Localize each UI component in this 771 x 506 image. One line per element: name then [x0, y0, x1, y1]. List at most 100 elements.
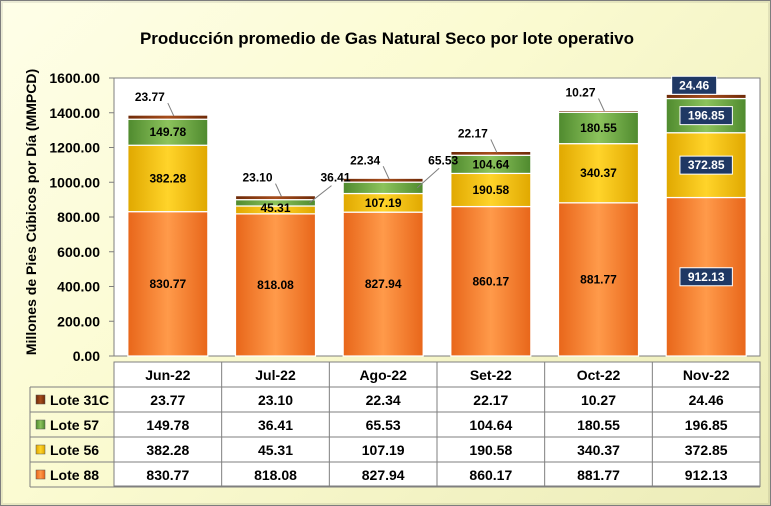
- plot-area: [113, 77, 761, 357]
- data-label: 22.34: [350, 153, 380, 167]
- leader-line: [416, 167, 440, 189]
- y-tick-label: 1400.00: [49, 105, 100, 121]
- category-label: Oct-22: [577, 367, 621, 383]
- data-label: 180.55: [580, 121, 617, 135]
- data-label: 104.64: [472, 157, 509, 171]
- table-cell: 24.46: [689, 392, 724, 408]
- category-label: Jun-22: [145, 367, 190, 383]
- data-label: 10.27: [565, 85, 595, 99]
- table-cell: 22.34: [366, 392, 401, 408]
- data-label: 340.37: [580, 166, 617, 180]
- table-cell: 104.64: [469, 417, 512, 433]
- data-table: Jun-22 Jul-22 Ago-22 Set-22 Oct-22 Nov-22 Lote…: [29, 361, 761, 488]
- data-label-box: [679, 155, 733, 175]
- bar-lote-31c-set-22: [450, 150, 532, 156]
- table-cell: 912.13: [685, 467, 728, 483]
- table-cell: 149.78: [146, 417, 189, 433]
- data-label: 65.53: [428, 153, 458, 167]
- y-tick-label: 0.00: [73, 348, 100, 364]
- table-cell: 65.53: [366, 417, 401, 433]
- y-axis-ticks: 0.00 200.00 400.00 600.00 800.00 1000.00 1200.…: [49, 70, 114, 364]
- data-label: 372.85: [688, 158, 725, 172]
- data-label: 45.31: [260, 201, 290, 215]
- y-tick-label: 1000.00: [49, 174, 100, 190]
- table-cell: 22.17: [473, 392, 508, 408]
- bar-lote-31c-jul-22: [234, 195, 317, 201]
- y-tick-label: 200.00: [57, 313, 100, 329]
- table-cell: 180.55: [577, 417, 620, 433]
- data-labels: 830.77382.28149.7823.77818.0845.3136.412…: [135, 75, 733, 292]
- data-label: 827.94: [365, 277, 402, 291]
- chart-title: Producción promedio de Gas Natural Seco …: [140, 29, 634, 48]
- leader-line: [490, 139, 498, 153]
- bar-lote-88-set-22: [450, 205, 532, 357]
- data-label: 881.77: [580, 272, 617, 286]
- data-label: 36.41: [320, 171, 350, 185]
- y-tick-label: 1200.00: [49, 140, 100, 156]
- table-cell: 382.28: [146, 442, 189, 458]
- leader-line: [309, 185, 332, 204]
- leader-line: [167, 102, 175, 117]
- legend-swatch: [35, 419, 46, 430]
- table-cell: 340.37: [577, 442, 620, 458]
- data-label: 382.28: [149, 171, 186, 185]
- legend-label: Lote 88: [50, 467, 99, 483]
- category-label: Nov-22: [683, 367, 730, 383]
- table-cell: 196.85: [685, 417, 728, 433]
- bar-lote-57-jun-22: [127, 118, 209, 146]
- legend-swatch: [35, 444, 46, 455]
- table-cell: 830.77: [146, 467, 189, 483]
- bar-lote-88-jul-22: [234, 213, 317, 357]
- data-label: 22.17: [458, 126, 488, 140]
- data-label-box: [671, 75, 718, 95]
- data-label: 860.17: [472, 274, 509, 288]
- category-label: Set-22: [470, 367, 512, 383]
- table-cell: 45.31: [258, 442, 293, 458]
- y-tick-label: 600.00: [57, 244, 100, 260]
- data-label: 196.85: [688, 109, 725, 123]
- y-tick-label: 1600.00: [49, 70, 100, 86]
- data-label: 818.08: [257, 278, 294, 292]
- legend-swatch: [35, 394, 46, 405]
- legend-label: Lote 57: [50, 417, 99, 433]
- y-tick-label: 800.00: [57, 209, 100, 225]
- table-cell: 36.41: [258, 417, 293, 433]
- category-label: Jul-22: [255, 367, 296, 383]
- table-cell: 23.10: [258, 392, 293, 408]
- table-cell: 372.85: [685, 442, 728, 458]
- table-cell: 860.17: [469, 467, 512, 483]
- table-cell: 827.94: [362, 467, 405, 483]
- category-label: Ago-22: [359, 367, 407, 383]
- data-label-box: [679, 267, 733, 287]
- bar-lote-31c-ago-22: [342, 177, 424, 183]
- table-cell: 881.77: [577, 467, 620, 483]
- data-label: 912.13: [688, 270, 725, 284]
- data-label: 24.46: [679, 78, 709, 92]
- bar-lote-88-ago-22: [342, 211, 424, 357]
- leader-lines: [167, 98, 605, 204]
- leader-line: [382, 166, 390, 180]
- data-label: 149.78: [149, 125, 186, 139]
- bar-lote-57-oct-22: [557, 111, 640, 145]
- bar-lote-88-jun-22: [127, 211, 209, 357]
- table-cell: 23.77: [150, 392, 185, 408]
- bar-lote-88-oct-22: [557, 202, 640, 357]
- table-cell: 10.27: [581, 392, 616, 408]
- bar-lote-31c-nov-22: [665, 93, 747, 100]
- data-label: 107.19: [365, 196, 402, 210]
- table-cell: 190.58: [469, 442, 512, 458]
- legend-swatch: [35, 469, 46, 480]
- data-label: 190.58: [472, 183, 509, 197]
- data-label-box: [679, 106, 733, 126]
- bar-lote-31c-oct-22: [557, 109, 640, 113]
- data-label: 23.77: [135, 90, 165, 104]
- table-cell: 818.08: [254, 467, 297, 483]
- table-cell: 107.19: [362, 442, 405, 458]
- bar-lote-57-ago-22: [342, 181, 424, 195]
- y-tick-label: 400.00: [57, 279, 100, 295]
- bar-lote-56-oct-22: [557, 143, 640, 204]
- data-label: 830.77: [149, 277, 186, 291]
- leader-line: [275, 183, 282, 197]
- bar-lote-31c-jun-22: [127, 114, 209, 120]
